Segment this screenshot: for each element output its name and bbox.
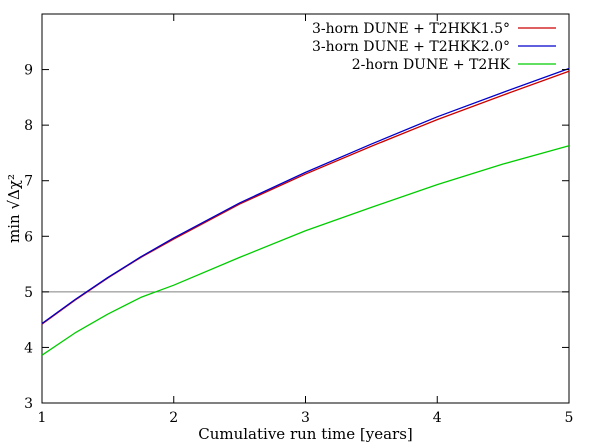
x-tick-label: 5 — [565, 410, 574, 426]
y-tick-label: 6 — [24, 229, 33, 245]
y-tick-label: 4 — [24, 340, 33, 356]
y-tick-label: 5 — [24, 285, 33, 301]
y-axis-label: min √Δχ² — [5, 174, 23, 243]
legend-label: 3-horn DUNE + T2HKK2.0° — [312, 39, 510, 55]
x-tick-label: 4 — [433, 410, 442, 426]
x-tick-label: 2 — [169, 410, 178, 426]
series-line-3 — [41, 145, 570, 356]
y-tick-label: 3 — [24, 396, 33, 412]
plot-area: 1 2 3 4 5 3 4 5 6 7 8 9 — [24, 13, 573, 426]
series-line-2 — [41, 67, 570, 325]
series-layer — [41, 67, 570, 356]
legend-label: 2-horn DUNE + T2HK — [352, 57, 511, 73]
x-tick-label: 3 — [301, 410, 310, 426]
x-axis-label: Cumulative run time [years] — [198, 425, 413, 443]
series-line-1 — [41, 70, 570, 325]
y-tick-label: 7 — [24, 174, 33, 190]
tick-layer: 1 2 3 4 5 3 4 5 6 7 8 9 — [24, 14, 573, 426]
legend: 3-horn DUNE + T2HKK1.5° 3-horn DUNE + T2H… — [312, 21, 556, 73]
y-tick-label: 8 — [24, 118, 33, 134]
y-tick-label: 9 — [24, 63, 33, 79]
legend-label: 3-horn DUNE + T2HKK1.5° — [312, 21, 510, 37]
x-tick-label: 1 — [38, 410, 47, 426]
